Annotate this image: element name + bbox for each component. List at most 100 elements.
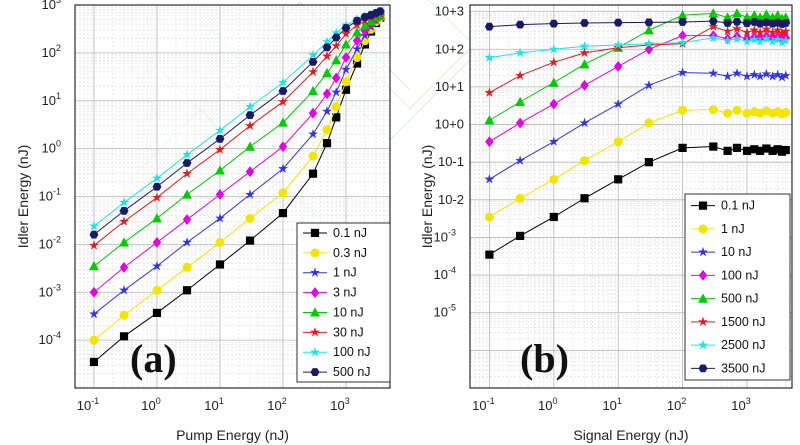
legend-marker: [698, 364, 708, 373]
legend-entry: 1500 nJ: [721, 315, 765, 329]
legend-entry: 100 nJ: [333, 345, 371, 359]
data-point: [780, 25, 791, 36]
data-point: [644, 118, 654, 128]
data-point: [321, 36, 333, 47]
data-point: [118, 196, 130, 207]
y-tick-label: 10-1: [39, 187, 61, 204]
data-point: [331, 33, 341, 42]
data-point: [308, 57, 318, 66]
data-point: [151, 260, 163, 271]
y-tick-label: 103: [42, 0, 61, 12]
x-tick-label: 103: [330, 396, 349, 413]
data-point: [484, 173, 495, 184]
data-point: [321, 105, 333, 116]
x-tick-label: 100: [141, 396, 160, 413]
data-point: [322, 139, 332, 148]
data-point: [678, 105, 688, 115]
data-point: [119, 332, 129, 341]
data-point: [119, 310, 129, 320]
data-point: [245, 236, 255, 245]
data-point: [780, 35, 791, 46]
data-point: [708, 105, 718, 115]
data-point: [580, 79, 589, 91]
data-point: [548, 136, 560, 147]
legend-marker: [310, 307, 320, 317]
data-point: [708, 32, 719, 43]
data-point: [731, 67, 743, 78]
panel-label: (a): [130, 336, 177, 381]
y-tick-label: 10+0: [435, 117, 464, 132]
legend-marker: [697, 316, 709, 327]
legend-entry: 3500 nJ: [721, 361, 765, 375]
data-point: [330, 86, 342, 97]
data-point: [755, 19, 765, 28]
data-point: [215, 237, 225, 247]
data-point: [375, 7, 385, 16]
data-point: [761, 9, 772, 19]
data-point: [613, 137, 623, 147]
data-point: [741, 26, 753, 37]
legend-entry: 0.3 nJ: [333, 246, 367, 260]
data-point: [245, 166, 255, 178]
data-point: [742, 146, 752, 155]
data-point: [308, 151, 318, 161]
data-point: [514, 70, 526, 81]
data-point: [741, 70, 753, 81]
data-point: [245, 111, 255, 120]
data-point: [708, 21, 719, 32]
legend-marker: [697, 339, 709, 350]
data-point: [181, 168, 193, 179]
data-point: [308, 85, 318, 96]
data-point: [321, 50, 333, 61]
legend-entry: 1 nJ: [333, 266, 357, 280]
data-point: [549, 19, 559, 28]
data-point: [214, 144, 226, 155]
y-axis-label: Idler Energy (nJ): [15, 145, 31, 248]
data-point: [278, 209, 288, 218]
data-point: [307, 66, 319, 77]
legend: 0.1 nJ 1 nJ 10 nJ 100 nJ 500 nJ 1500 nJ 2500 n…: [684, 193, 791, 381]
series-2500-nJ: [484, 32, 791, 63]
data-point: [749, 24, 760, 35]
series-500-nJ: [89, 7, 385, 239]
data-point: [761, 68, 772, 79]
data-point: [351, 43, 363, 54]
data-point: [579, 47, 590, 58]
data-point: [119, 207, 129, 215]
data-point: [677, 37, 688, 48]
data-point: [484, 22, 494, 31]
data-point: [580, 156, 590, 166]
data-point: [579, 117, 590, 128]
y-tick-label: 10+3: [435, 4, 464, 19]
data-point: [613, 61, 623, 72]
data-point: [484, 115, 495, 125]
data-point: [331, 55, 342, 65]
y-tick-label: 100: [42, 139, 61, 156]
data-point: [677, 67, 688, 78]
legend-marker: [310, 248, 320, 258]
data-point: [340, 28, 352, 39]
data-point: [152, 213, 162, 223]
data-point: [761, 23, 772, 34]
legend-entry: 30 nJ: [333, 325, 364, 339]
data-point: [741, 36, 753, 47]
x-axis-label: Signal Energy (nJ): [573, 427, 688, 443]
data-point: [612, 42, 624, 53]
data-point: [484, 52, 495, 63]
data-point: [181, 236, 193, 247]
data-point: [731, 23, 743, 34]
data-point: [749, 69, 760, 80]
data-point: [781, 107, 791, 117]
legend-marker: [310, 228, 320, 238]
x-tick-label: 10-1: [472, 396, 494, 413]
series-10-nJ: [89, 9, 386, 271]
data-point: [549, 98, 559, 110]
data-point: [484, 212, 494, 222]
data-point: [341, 77, 351, 87]
data-point: [723, 146, 732, 155]
panel-b: 10-1 100 101 102 103 10-5 10-4 10-3 10-2 10-1 10+0…: [419, 4, 793, 443]
data-point: [781, 145, 790, 155]
y-tick-label: 10-3: [434, 227, 456, 244]
data-point: [708, 17, 718, 25]
data-point: [341, 52, 351, 63]
